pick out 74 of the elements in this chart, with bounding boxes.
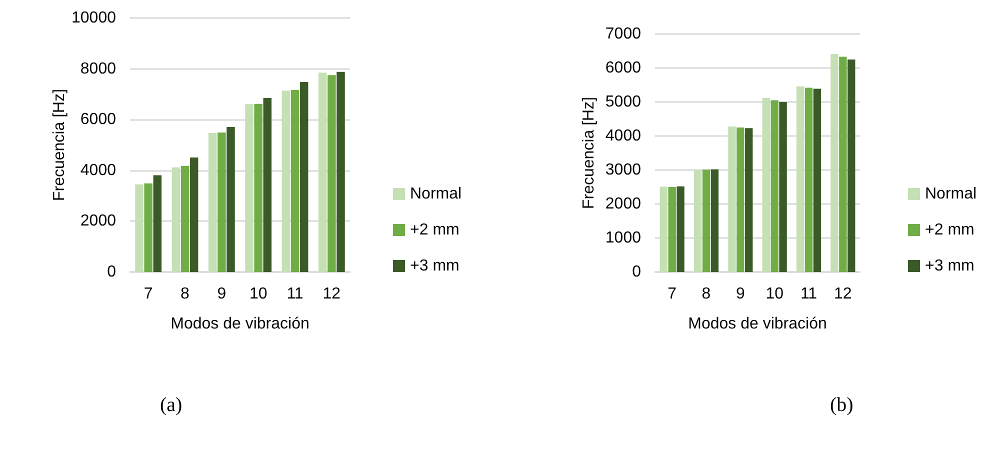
x-tick-label: 10	[249, 286, 268, 302]
bar	[328, 75, 336, 272]
y-tick-label: 0	[107, 264, 116, 280]
bar	[813, 88, 822, 272]
bar	[830, 54, 838, 272]
x-tick-label: 12	[322, 286, 341, 302]
bar	[694, 170, 702, 272]
bar	[804, 88, 813, 272]
x-tick-label: 11	[800, 286, 818, 302]
bar	[779, 102, 787, 272]
bar	[728, 126, 736, 272]
y-tick-label: 10000	[72, 10, 116, 26]
y-tick-label: 8000	[80, 60, 116, 78]
bar	[300, 82, 308, 272]
y-tick-label: 4000	[80, 162, 116, 179]
bar	[226, 126, 235, 272]
bar	[153, 175, 162, 272]
bar	[254, 104, 262, 272]
bar	[839, 56, 847, 272]
bar	[770, 100, 778, 272]
bar	[736, 128, 744, 272]
x-tick-label: 7	[668, 286, 677, 302]
bar	[282, 90, 290, 272]
bar	[218, 132, 226, 272]
bar	[676, 186, 684, 272]
bar	[180, 166, 190, 272]
bar	[668, 187, 676, 272]
text: (b)	[830, 394, 854, 416]
y-tick-label: 2000	[80, 212, 116, 230]
x-tick-label: 8	[702, 286, 711, 302]
bar	[702, 170, 710, 272]
y-tick-label: 4000	[605, 128, 642, 144]
legend-label: Normal	[410, 186, 462, 202]
x-tick-label: 11	[286, 286, 304, 302]
legend-label: +2 mm	[925, 222, 974, 238]
bar	[796, 86, 804, 272]
bar	[745, 128, 753, 272]
bar	[660, 186, 668, 272]
legend-label: Normal	[925, 186, 977, 202]
y-tick-label: 5000	[605, 94, 642, 110]
legend-label: +2 mm	[410, 222, 460, 238]
y-tick-label: 7000	[605, 26, 642, 42]
x-tick-label: 8	[180, 286, 190, 302]
bar	[172, 167, 180, 272]
x-tick-label: 12	[834, 286, 852, 302]
bar	[290, 90, 300, 272]
bar	[190, 157, 198, 272]
bar	[245, 104, 254, 272]
x-axis-title: Modos de vibración	[688, 316, 827, 332]
x-axis-title: Modos de vibración	[170, 316, 310, 332]
y-tick-label: 2000	[605, 196, 642, 212]
y-tick-label: 1000	[605, 230, 642, 246]
text: (a)	[160, 394, 182, 416]
y-tick-label: 6000	[80, 111, 116, 128]
bar	[336, 72, 345, 272]
y-axis-title: Frecuencia [Hz]	[51, 88, 68, 202]
bar	[848, 60, 856, 272]
bar	[762, 98, 770, 272]
bar	[263, 98, 272, 272]
legend-label: +3 mm	[925, 258, 974, 274]
y-axis-title: Frecuencia [Hz]	[580, 96, 598, 210]
y-tick-label: 0	[632, 264, 642, 280]
bar	[135, 184, 144, 272]
bar	[318, 72, 327, 272]
x-tick-label: 9	[217, 286, 226, 302]
y-tick-label: 6000	[605, 60, 642, 76]
y-tick-label: 3000	[605, 162, 642, 178]
x-tick-label: 10	[766, 286, 784, 302]
bar	[710, 169, 719, 272]
bar	[208, 133, 217, 272]
x-tick-label: 9	[736, 286, 745, 302]
bar	[144, 183, 152, 272]
legend-label: +3 mm	[410, 258, 460, 274]
x-tick-label: 7	[144, 286, 153, 302]
